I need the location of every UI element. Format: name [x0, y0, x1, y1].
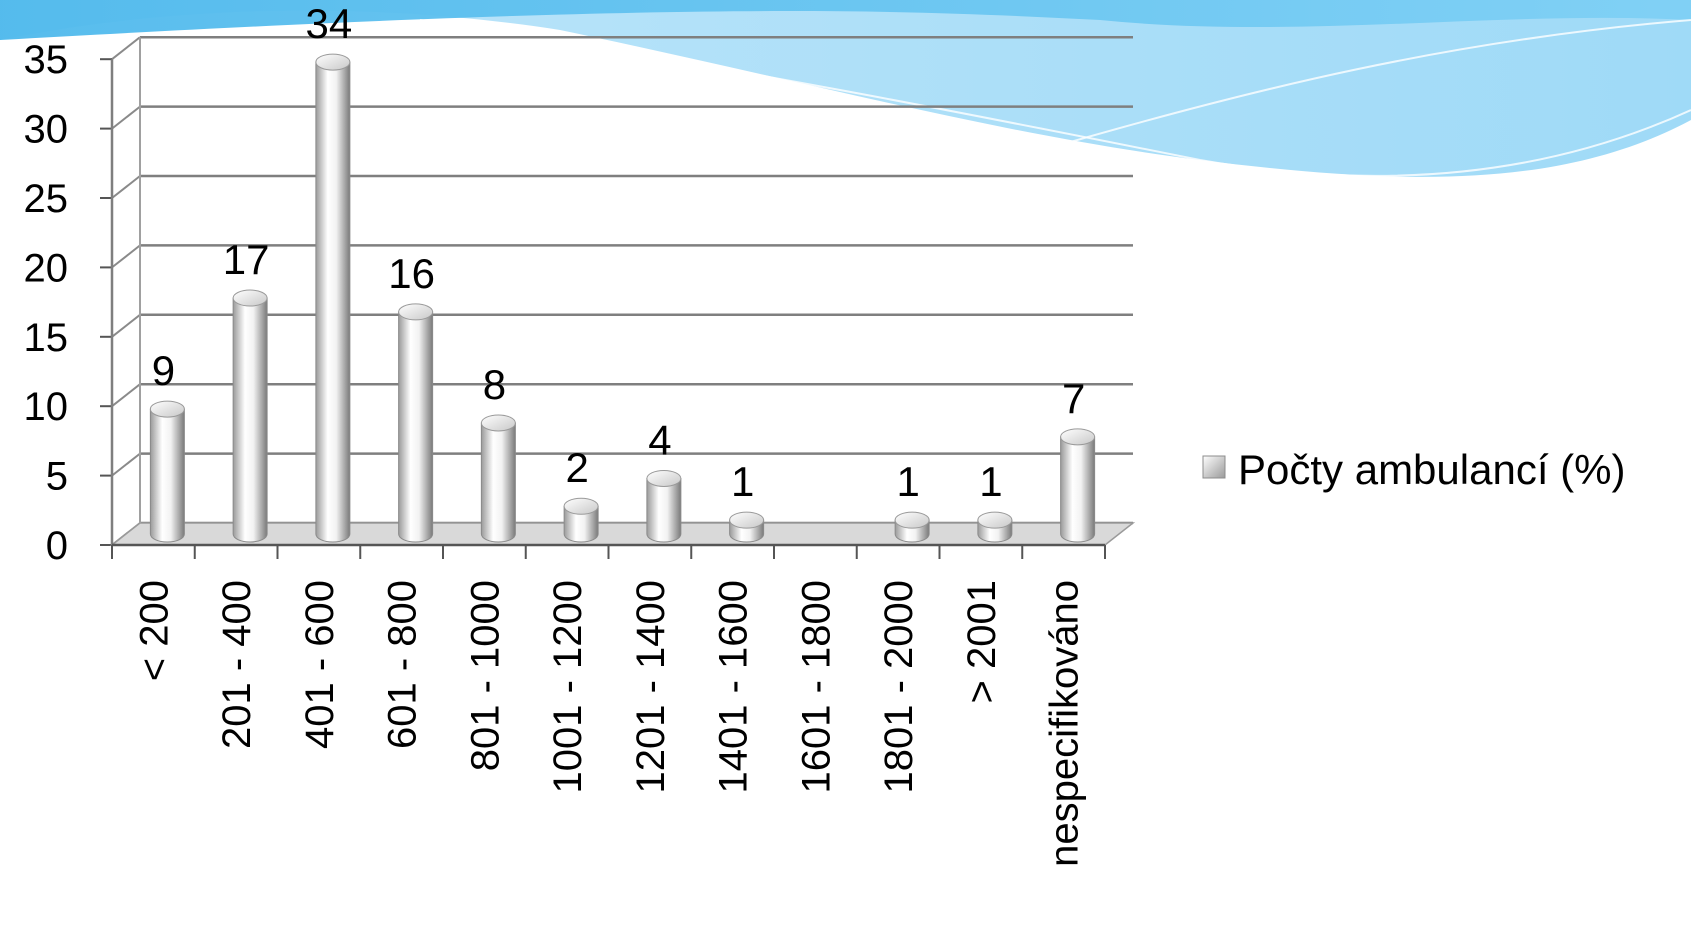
bar-cap [1060, 428, 1096, 446]
bar [1060, 436, 1096, 543]
data-label: 1 [731, 458, 754, 505]
legend-swatch [1202, 455, 1226, 479]
bar [149, 408, 185, 543]
bar [398, 311, 434, 543]
y-tick-label: 25 [24, 177, 69, 221]
x-category-label: 601 - 800 [381, 580, 425, 749]
gridline-diagonal [111, 452, 141, 477]
data-label: 1 [896, 458, 919, 505]
x-category-label: 1401 - 1600 [712, 580, 756, 794]
legend-label: Počty ambulancí (%) [1238, 446, 1625, 493]
gridline-diagonal [111, 105, 141, 130]
data-label: 9 [152, 347, 175, 394]
x-category-label: 1201 - 1400 [629, 580, 673, 794]
gridline-diagonal [111, 175, 141, 199]
x-category-label: nespecifikováno [1043, 580, 1087, 867]
y-tick-label: 15 [24, 316, 69, 360]
gridline-diagonal [111, 36, 141, 60]
data-label: 34 [306, 0, 353, 47]
y-tick-label: 0 [46, 524, 68, 568]
data-label: 17 [223, 236, 270, 283]
gridline-diagonal [111, 383, 141, 407]
bar [563, 505, 599, 543]
x-category-label: 1601 - 1800 [794, 580, 838, 794]
bar-cap [149, 400, 185, 418]
bar-cap [315, 53, 351, 71]
bar [315, 61, 351, 543]
wave-decoration [0, 0, 1691, 177]
y-tick-label: 5 [46, 455, 68, 499]
y-tick-label: 30 [24, 108, 69, 152]
x-category-label: < 200 [132, 580, 176, 681]
bar-cap [894, 511, 930, 529]
data-label: 7 [1062, 375, 1085, 422]
x-category-label: 801 - 1000 [463, 580, 507, 771]
data-label: 8 [483, 361, 506, 408]
bar-cap [398, 303, 434, 321]
legend: Počty ambulancí (%) [1202, 446, 1625, 493]
y-tick-label: 20 [24, 246, 69, 290]
x-category-label: 401 - 600 [298, 580, 342, 749]
x-category-label: 1801 - 2000 [877, 580, 921, 794]
data-label: 4 [648, 416, 671, 463]
gridline-diagonal [111, 244, 141, 269]
gridline-diagonal [111, 314, 141, 338]
x-category-label: > 2001 [960, 580, 1004, 703]
data-label: 16 [388, 250, 435, 297]
bar-cap [232, 289, 268, 307]
bar-cap [480, 414, 516, 432]
bar-cap [977, 511, 1013, 529]
bar-cap [646, 469, 682, 487]
data-label: 2 [565, 444, 588, 491]
x-category-label: 1001 - 1200 [546, 580, 590, 794]
x-category-label: 201 - 400 [215, 580, 259, 749]
y-tick-label: 35 [24, 38, 69, 82]
data-label: 1 [979, 458, 1002, 505]
bar-cap [563, 497, 599, 515]
bar [646, 477, 682, 543]
bar [480, 422, 516, 543]
bar-cap [729, 511, 765, 529]
bar [232, 297, 268, 543]
y-tick-label: 10 [24, 385, 69, 429]
